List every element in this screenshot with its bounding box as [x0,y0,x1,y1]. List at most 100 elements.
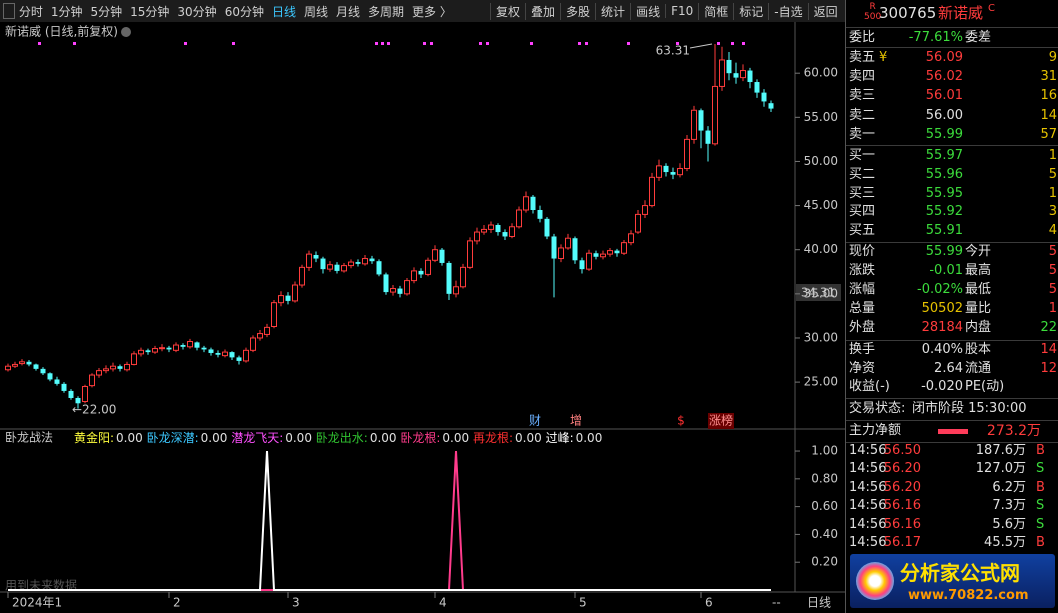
candle-body [761,92,767,102]
y-tick-label: 40.00 [804,242,838,256]
badge-top: R [869,2,876,12]
legend-name: 卧龙出水: [316,431,368,445]
trade-time: 14:56 [849,461,887,477]
toolbar-tab[interactable]: 15分钟 [130,4,170,19]
candle-body [467,240,473,268]
candle-body [425,259,431,275]
candle-body [740,70,746,79]
label: 买三 [849,185,876,201]
toolbar-tab[interactable]: 60分钟 [224,4,264,19]
candle-body [33,364,39,369]
toolbar-button[interactable]: -自选 [768,2,807,20]
candle-body [453,286,459,295]
candle-body [173,344,179,351]
value: 55.91 [925,223,963,239]
label: 买二 [849,166,876,182]
value: 3 [1048,204,1057,220]
marker-bg [708,413,734,429]
value: 57 [1040,126,1057,142]
candle-body [446,262,452,294]
label: 交易状态: [849,401,906,416]
candle-body [103,368,109,372]
toolbar-button[interactable]: 复权 [490,2,525,20]
toolbar-tab[interactable]: 1分钟 [50,4,83,19]
candle-body [642,205,648,215]
toolbar-tab[interactable]: 周线 [303,4,328,19]
toolbar-tab[interactable]: 5分钟 [90,4,123,19]
toolbar-tab[interactable]: 日线 [271,4,296,19]
label: 委比 [849,30,876,45]
value: 56.01 [925,88,963,104]
quote-panel: R 500 300765 新诺威 C 委比 -77.61% 委差 ¥ 卖五 56.09 9 卖四 56.0… [845,0,1058,613]
toolbar-button[interactable]: 标记 [733,2,768,20]
logo-url: www.70822.com [908,588,1029,603]
y-tick-label: 30.00 [804,330,838,344]
label: 总量 [849,301,876,316]
candle-body [250,337,256,351]
y-tick-label: 0.40 [811,527,838,541]
candle-body [355,262,361,264]
badge-bottom: 500 [864,12,882,22]
candle-body [194,342,200,348]
candle-body [698,110,704,131]
candle-body [726,59,732,74]
trade-time: 14:56 [849,516,887,532]
toolbar-button[interactable]: 简框 [698,2,733,20]
toolbar-tab[interactable]: 30分钟 [177,4,217,19]
candle-body [138,349,144,355]
candle-body [152,348,158,353]
toolbar-button[interactable]: 统计 [595,2,630,20]
toolbar-tab[interactable]: 月线 [336,4,361,19]
candle-body [439,249,445,263]
candle-body [369,258,375,262]
label: 换手 [849,342,876,357]
toolbar-button[interactable]: F10 [665,4,698,18]
toolbar-button[interactable]: 返回 [807,2,843,20]
candle-body [600,253,606,258]
chart-title: 新诺威 (日线,前复权) [5,24,118,39]
label: 主力净额 [849,423,902,438]
candle-body [509,226,515,237]
divider [846,27,1058,28]
value: 55.95 [925,185,963,201]
toolbar-tab[interactable]: 更多 〉 [412,4,452,19]
label: 今开 [965,244,992,259]
candle-body [488,224,494,230]
trade-price: 56.20 [883,461,921,477]
dash: -- [772,596,781,610]
candle-body [166,347,172,350]
label: 买一 [849,148,876,163]
candle-body [747,70,753,83]
label: 量比 [965,301,992,316]
toolbar-button[interactable]: 多股 [560,2,595,20]
menu-icon[interactable] [3,3,15,19]
indicator-title: 卧龙战法 [5,431,53,445]
candle-body [635,213,641,233]
x-tick-label: 4 [439,596,447,610]
toolbar-tab[interactable]: 多周期 [368,4,405,19]
candle-body [558,247,564,260]
trade-side: B [1036,443,1045,458]
candle-body [383,274,389,293]
icon: C [988,3,995,14]
y-tick-label: 35.00 [804,286,838,300]
toolbar-button[interactable]: 画线 [630,2,665,20]
label: 涨幅 [849,282,876,297]
value: 闭市阶段 15:30:00 [912,401,1027,416]
indicator-legend: 黄金阳: 0.00 卧龙深潜: 0.00 潜龙飞天: 0.00 卧龙出水: 0.00 卧… [74,430,606,445]
stock-code: 300765 [879,4,937,22]
candle-body [544,218,550,237]
divider [846,47,1058,48]
toolbar-button[interactable]: 叠加 [525,2,560,20]
candle-body [628,233,634,244]
candle-body [257,333,263,339]
marker: 涨榜 [709,413,733,428]
value: 5 [1048,244,1057,259]
candle-body [145,350,151,353]
label: 现价 [849,244,876,259]
value: 55.97 [925,148,963,163]
candle-body [131,353,137,365]
toolbar: 分时 1分钟 5分钟 15分钟 30分钟 60分钟 日线 周线 月线 多周期 更多 〉 复权 叠加 多股… [0,0,845,22]
toolbar-tab[interactable]: 分时 [18,4,43,19]
